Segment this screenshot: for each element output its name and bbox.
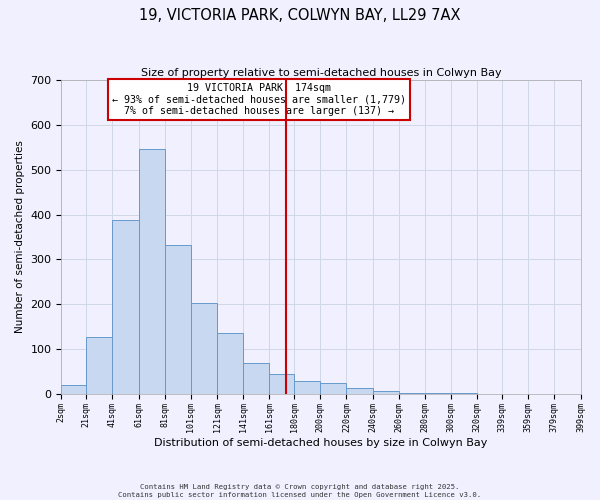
Bar <box>139 149 164 394</box>
Bar <box>320 383 346 394</box>
Title: Size of property relative to semi-detached houses in Colwyn Bay: Size of property relative to semi-detach… <box>140 68 501 78</box>
Text: 19, VICTORIA PARK, COLWYN BAY, LL29 7AX: 19, VICTORIA PARK, COLWYN BAY, LL29 7AX <box>139 8 461 22</box>
Bar <box>61 386 86 394</box>
Bar <box>112 220 139 394</box>
X-axis label: Distribution of semi-detached houses by size in Colwyn Bay: Distribution of semi-detached houses by … <box>154 438 488 448</box>
Bar <box>346 388 373 394</box>
Bar <box>191 302 217 394</box>
Text: 19 VICTORIA PARK: 174sqm
← 93% of semi-detached houses are smaller (1,779)
7% of: 19 VICTORIA PARK: 174sqm ← 93% of semi-d… <box>112 83 406 116</box>
Bar <box>164 245 191 394</box>
Bar <box>243 363 269 394</box>
Bar <box>425 393 451 394</box>
Bar <box>86 337 112 394</box>
Text: Contains HM Land Registry data © Crown copyright and database right 2025.
Contai: Contains HM Land Registry data © Crown c… <box>118 484 482 498</box>
Bar <box>399 392 425 394</box>
Bar <box>217 333 243 394</box>
Bar <box>294 381 320 394</box>
Bar <box>373 390 399 394</box>
Bar <box>269 374 294 394</box>
Y-axis label: Number of semi-detached properties: Number of semi-detached properties <box>15 140 25 334</box>
